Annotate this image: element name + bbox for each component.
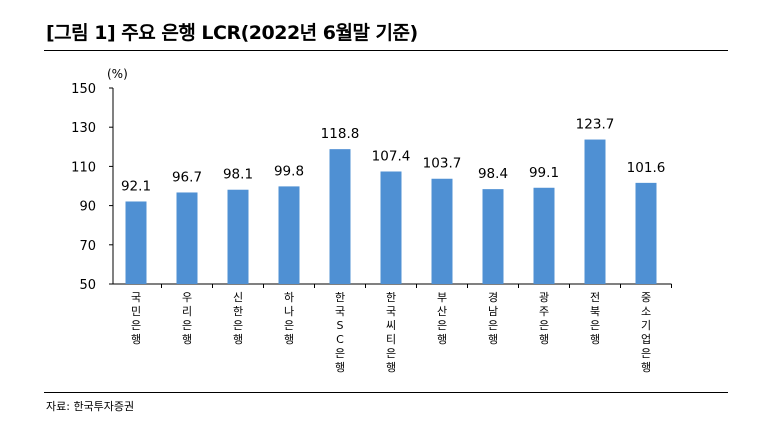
bar [635,182,657,284]
bar [176,192,198,284]
bar-chart: 50 70 90 110 130 150 (%) 92.1 96.7 98.1 99.8 118.8… [71,67,672,374]
y-axis-unit: (%) [107,67,128,81]
bar [380,171,402,284]
bar [533,187,555,284]
y-tick-label: 90 [79,200,96,215]
data-label: 103.7 [423,156,462,172]
y-tick-label: 130 [71,121,96,136]
bar [329,149,351,284]
data-label: 118.8 [321,126,360,142]
source-rule [44,392,728,393]
figure-title: [그림 1] 주요 은행 LCR(2022년 6월말 기준) [46,22,418,44]
y-tick-label: 150 [71,82,96,97]
bar [482,189,504,284]
data-label: 99.8 [274,163,304,179]
bar [125,201,147,284]
title-rule [44,50,728,51]
data-label: 107.4 [372,148,411,164]
bar [227,189,249,284]
data-label: 99.1 [529,165,559,181]
data-label: 96.7 [172,169,202,185]
bar [584,139,606,284]
data-label: 98.4 [478,166,508,182]
y-axis: 50 70 90 110 130 150 (%) [71,67,672,293]
y-tick-label: 70 [79,239,96,254]
y-tick-label: 50 [79,278,96,293]
y-tick-label: 110 [71,160,96,175]
bar [431,178,453,284]
bar [278,186,300,284]
source-note: 자료: 한국투자증권 [46,400,135,413]
data-label: 101.6 [627,160,666,176]
data-labels: 92.1 96.7 98.1 99.8 118.8 107.4 103.7 98.4 99.1 1… [121,117,665,195]
data-label: 123.7 [576,117,615,133]
bar-series [125,139,657,284]
data-label: 92.1 [121,178,151,194]
data-label: 98.1 [223,167,253,183]
category-labels: 국 민 은 행 우 리 은 행 신 한 은 행 하 나 은 행 한 국 S C 은 행 한 국 씨 티 은 행 부 산 은 행 경 남 은 행 광 주 은 행… [131,290,651,374]
